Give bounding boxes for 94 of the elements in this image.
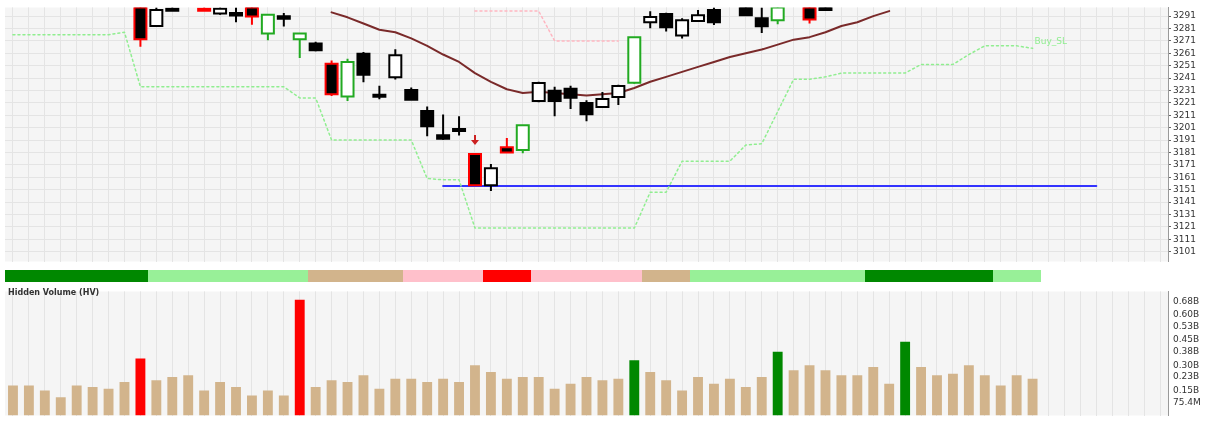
y-tick-label: 3131 <box>1173 208 1196 219</box>
bar <box>549 388 560 416</box>
bar <box>517 377 528 416</box>
bar <box>278 395 289 416</box>
bar <box>693 377 703 416</box>
bar <box>565 383 576 416</box>
y-tick-label: 3101 <box>1173 246 1196 257</box>
y-tick-label: 3251 <box>1173 60 1196 71</box>
bar <box>294 299 305 416</box>
y-tick-label: 3291 <box>1173 10 1196 21</box>
bar <box>262 390 273 416</box>
bar <box>868 366 879 416</box>
y-tick-label: 3201 <box>1173 122 1196 133</box>
y-tick-label: 3151 <box>1173 184 1196 195</box>
bar <box>501 378 512 416</box>
bar <box>55 397 66 416</box>
y-tick-label: 3271 <box>1173 35 1196 46</box>
bar <box>677 390 688 416</box>
y-tick-label: 3221 <box>1173 97 1196 108</box>
bar <box>613 378 624 416</box>
bar <box>406 378 417 416</box>
bar <box>71 385 82 416</box>
bar <box>804 365 815 416</box>
bar <box>470 365 480 416</box>
bar <box>215 382 226 416</box>
bar <box>438 378 449 416</box>
bar <box>1011 375 1022 416</box>
bar <box>183 375 194 416</box>
bar <box>39 390 50 416</box>
y-tick-label: 3281 <box>1173 22 1196 33</box>
y-tick-label: 3161 <box>1173 171 1196 182</box>
bar <box>740 387 751 416</box>
y-tick-label: 75.4M <box>1173 397 1201 408</box>
bar <box>390 378 401 416</box>
y-tick-label: 0.38B <box>1173 346 1200 357</box>
y-tick-label: 0.30B <box>1173 359 1200 370</box>
bar <box>709 383 719 416</box>
bar <box>135 358 146 416</box>
y-tick-label: 3171 <box>1173 159 1196 170</box>
bar <box>310 387 321 416</box>
y-tick-label: 0.68B <box>1173 295 1200 306</box>
bar <box>724 378 735 416</box>
y-tick-label: 3181 <box>1173 146 1196 157</box>
bar <box>645 371 656 416</box>
y-tick-label: 3231 <box>1173 84 1196 95</box>
bar <box>820 370 831 416</box>
bar <box>199 390 210 416</box>
bar <box>1027 378 1038 416</box>
y-tick-label: 3111 <box>1173 233 1196 244</box>
bar <box>87 387 98 416</box>
bar <box>661 380 672 416</box>
bar <box>629 360 640 416</box>
y-tick-label: 0.60B <box>1173 309 1200 320</box>
bar <box>326 380 337 416</box>
bar <box>167 377 178 416</box>
bar <box>852 375 863 416</box>
bar <box>756 377 767 416</box>
y-tick-label: 3241 <box>1173 72 1196 83</box>
bar <box>916 366 926 416</box>
y-tick-label: 0.23B <box>1173 371 1200 382</box>
bar <box>23 385 34 416</box>
bar <box>422 382 433 416</box>
y-tick-label: 0.53B <box>1173 320 1200 331</box>
bar <box>900 341 911 416</box>
chart-title: Hidden Volume (HV) <box>8 288 100 297</box>
y-tick-label: 3141 <box>1173 196 1196 207</box>
bar <box>247 395 257 416</box>
bar <box>485 371 496 416</box>
bar <box>533 377 544 416</box>
bar <box>374 388 385 416</box>
bar <box>947 373 958 416</box>
line-series <box>12 31 1034 229</box>
bar <box>772 351 783 416</box>
bar <box>151 380 162 416</box>
bar <box>932 375 942 416</box>
bar <box>231 387 241 416</box>
bar <box>788 370 799 416</box>
bar <box>581 377 592 416</box>
bar <box>979 375 990 416</box>
y-tick-label: 3261 <box>1173 47 1196 58</box>
series-label: Buy_SL <box>1034 36 1068 47</box>
bar <box>963 365 974 416</box>
bar <box>454 382 464 416</box>
y-tick-label: 3191 <box>1173 134 1196 145</box>
bar <box>995 385 1006 416</box>
y-tick-label: 0.45B <box>1173 334 1200 345</box>
y-tick-label: 3211 <box>1173 109 1196 120</box>
y-tick-label: 0.15B <box>1173 384 1200 395</box>
bar <box>597 380 608 416</box>
bar <box>884 383 895 416</box>
bar <box>358 375 369 416</box>
bar <box>836 375 847 416</box>
y-tick-label: 3121 <box>1173 221 1196 232</box>
bar <box>8 385 18 416</box>
